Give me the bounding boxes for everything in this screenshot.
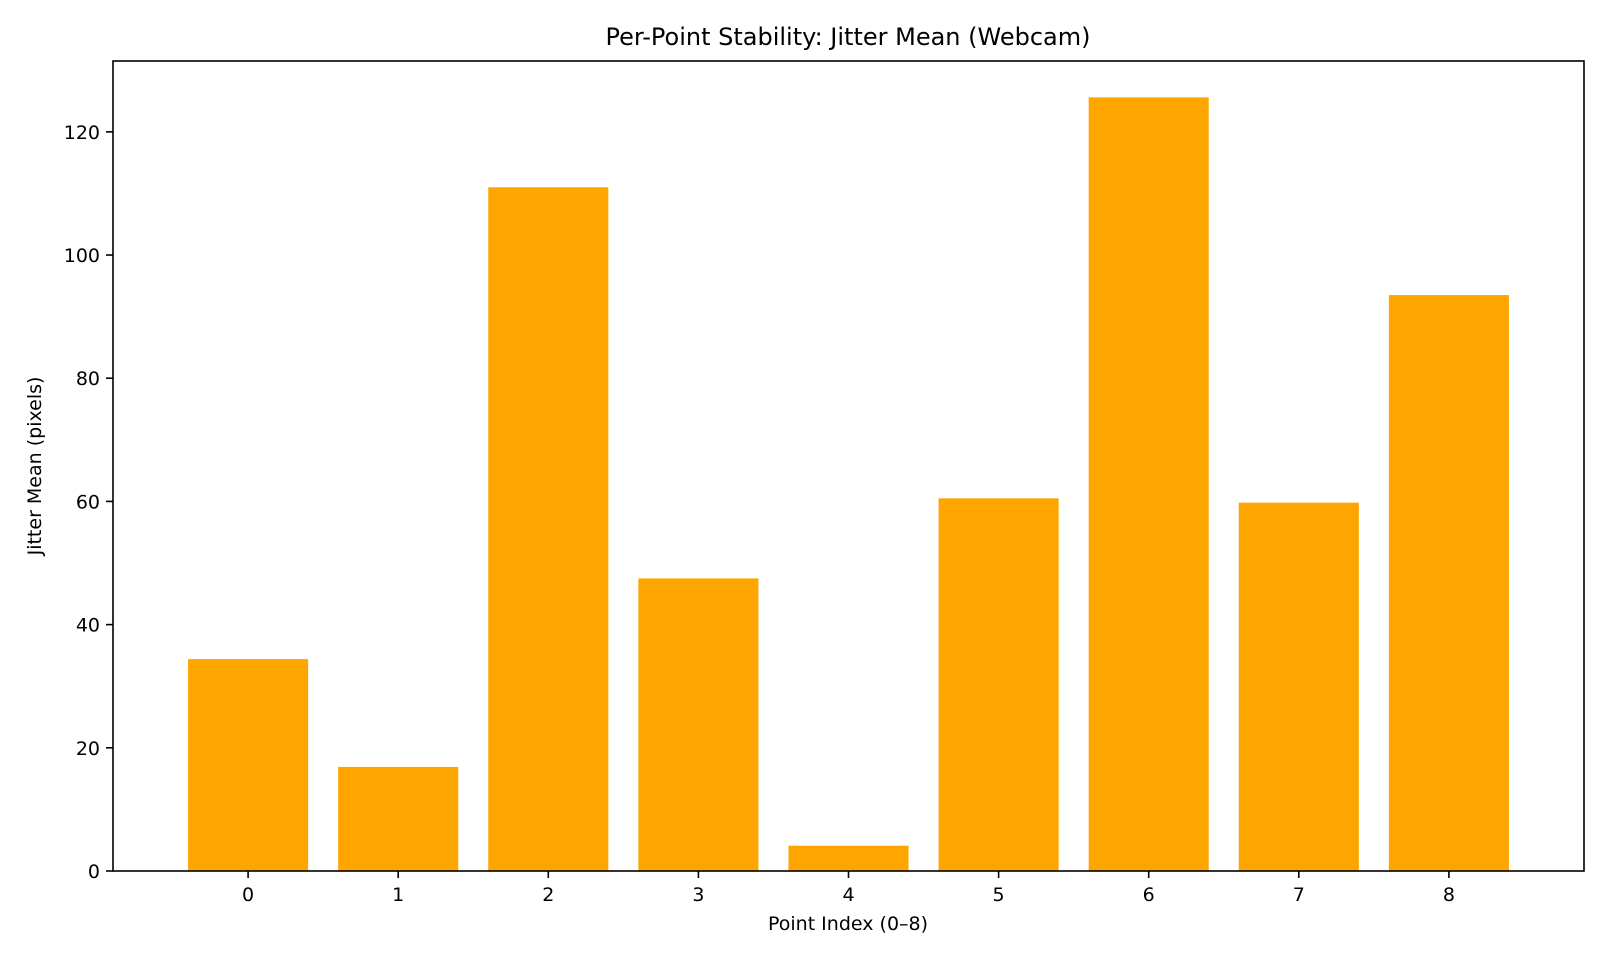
bar-point-3 — [638, 578, 759, 871]
bars-group — [188, 97, 1509, 872]
bar-point-4 — [788, 845, 909, 871]
y-tick-label: 0 — [88, 861, 100, 883]
x-tick-label: 3 — [692, 884, 704, 906]
bar-point-6 — [1088, 97, 1209, 872]
x-tick-label: 0 — [242, 884, 254, 906]
x-tick-label: 5 — [993, 884, 1005, 906]
x-tick-label: 8 — [1443, 884, 1455, 906]
x-tick-label: 2 — [542, 884, 554, 906]
plot-area-frame — [112, 60, 1585, 872]
x-tick-label: 6 — [1143, 884, 1155, 906]
y-axis-label: Jitter Mean (pixels) — [24, 377, 46, 557]
bar-point-0 — [188, 659, 309, 871]
x-tick-label: 1 — [392, 884, 404, 906]
y-tick-label: 100 — [64, 245, 100, 267]
y-tick-label: 20 — [76, 738, 100, 760]
y-tick-label: 80 — [76, 368, 100, 390]
y-tick-label: 60 — [76, 491, 100, 513]
x-tick-label: 4 — [842, 884, 854, 906]
bar-point-7 — [1238, 502, 1359, 871]
y-axis-ticks: 0 20 40 60 80 100 120 — [64, 122, 113, 883]
x-tick-label: 7 — [1293, 884, 1305, 906]
y-tick-label: 120 — [64, 122, 100, 144]
x-axis-label: Point Index (0–8) — [768, 913, 928, 935]
bar-point-5 — [938, 498, 1059, 871]
bar-point-8 — [1388, 295, 1509, 871]
x-axis-ticks: 0 1 2 3 4 5 6 7 8 — [242, 871, 1455, 906]
bar-point-1 — [338, 766, 459, 871]
bar-point-2 — [488, 187, 609, 871]
chart-title: Per-Point Stability: Jitter Mean (Webcam… — [606, 23, 1091, 51]
y-tick-label: 40 — [76, 615, 100, 637]
